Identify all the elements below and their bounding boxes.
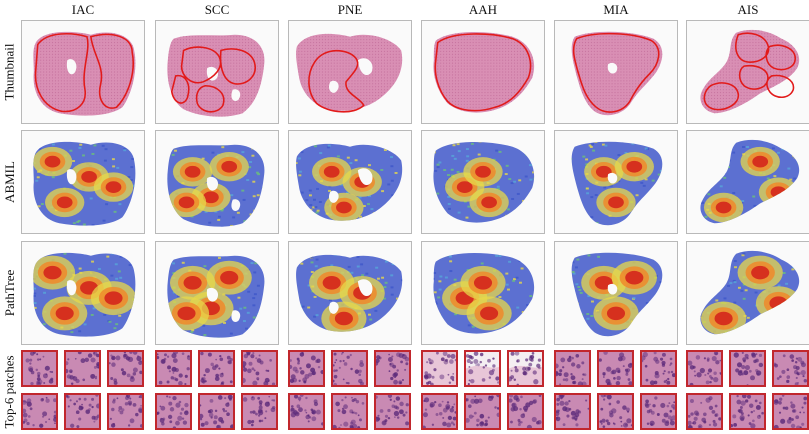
patch-group-ais: [686, 350, 809, 434]
pathtree-image-pne: [288, 241, 412, 345]
patch-mia-1: [554, 350, 591, 387]
patch-iac-5: [64, 393, 101, 430]
patch-pne-6: [374, 393, 411, 430]
patch-mia-6: [640, 393, 677, 430]
patch-mia-3: [640, 350, 677, 387]
patch-ais-4: [686, 393, 723, 430]
patch-iac-6: [107, 393, 144, 430]
patch-mia-4: [554, 393, 591, 430]
patch-pne-2: [331, 350, 368, 387]
patch-pne-4: [288, 393, 325, 430]
patch-group-iac: [21, 350, 145, 434]
patch-ais-2: [729, 350, 766, 387]
patch-scc-3: [241, 350, 278, 387]
patch-aah-6: [507, 393, 544, 430]
patch-aah-3: [507, 350, 544, 387]
patch-ais-5: [729, 393, 766, 430]
pathtree-image-scc: [155, 241, 279, 345]
patch-scc-1: [155, 350, 192, 387]
row-label-top6-patches: Top-6 patches: [0, 350, 20, 434]
patch-pne-5: [331, 393, 368, 430]
column-header-scc: SCC: [155, 2, 279, 18]
patch-pne-3: [374, 350, 411, 387]
thumbnail-image-pne: [288, 20, 412, 124]
patch-scc-4: [155, 393, 192, 430]
column-header-ais: AIS: [686, 2, 809, 18]
patch-iac-2: [64, 350, 101, 387]
abmil-image-iac: [21, 130, 145, 234]
patch-pne-1: [288, 350, 325, 387]
abmil-image-ais: [686, 130, 809, 234]
pathtree-image-ais: [686, 241, 809, 345]
patch-ais-1: [686, 350, 723, 387]
patch-group-aah: [421, 350, 545, 434]
abmil-image-scc: [155, 130, 279, 234]
patch-aah-2: [464, 350, 501, 387]
column-header-pne: PNE: [288, 2, 412, 18]
patch-group-mia: [554, 350, 678, 434]
thumbnail-image-iac: [21, 20, 145, 124]
patch-mia-5: [597, 393, 634, 430]
row-label-thumbnail: Thumbnail: [0, 20, 20, 124]
patch-scc-2: [198, 350, 235, 387]
column-header-mia: MIA: [554, 2, 678, 18]
patch-group-pne: [288, 350, 412, 434]
abmil-image-aah: [421, 130, 545, 234]
patch-ais-3: [772, 350, 809, 387]
thumbnail-image-aah: [421, 20, 545, 124]
patch-group-scc: [155, 350, 279, 434]
pathtree-image-aah: [421, 241, 545, 345]
patch-iac-4: [21, 393, 58, 430]
patch-scc-6: [241, 393, 278, 430]
patch-aah-4: [421, 393, 458, 430]
patch-aah-1: [421, 350, 458, 387]
pathtree-image-mia: [554, 241, 678, 345]
patch-iac-3: [107, 350, 144, 387]
patch-scc-5: [198, 393, 235, 430]
row-label-abmil: ABMIL: [0, 130, 20, 234]
abmil-image-mia: [554, 130, 678, 234]
row-label-pathtree: PathTree: [0, 241, 20, 345]
thumbnail-image-scc: [155, 20, 279, 124]
patch-iac-1: [21, 350, 58, 387]
abmil-image-pne: [288, 130, 412, 234]
patch-mia-2: [597, 350, 634, 387]
thumbnail-image-mia: [554, 20, 678, 124]
patch-ais-6: [772, 393, 809, 430]
thumbnail-image-ais: [686, 20, 809, 124]
column-header-aah: AAH: [421, 2, 545, 18]
column-header-iac: IAC: [21, 2, 145, 18]
patch-aah-5: [464, 393, 501, 430]
pathtree-image-iac: [21, 241, 145, 345]
